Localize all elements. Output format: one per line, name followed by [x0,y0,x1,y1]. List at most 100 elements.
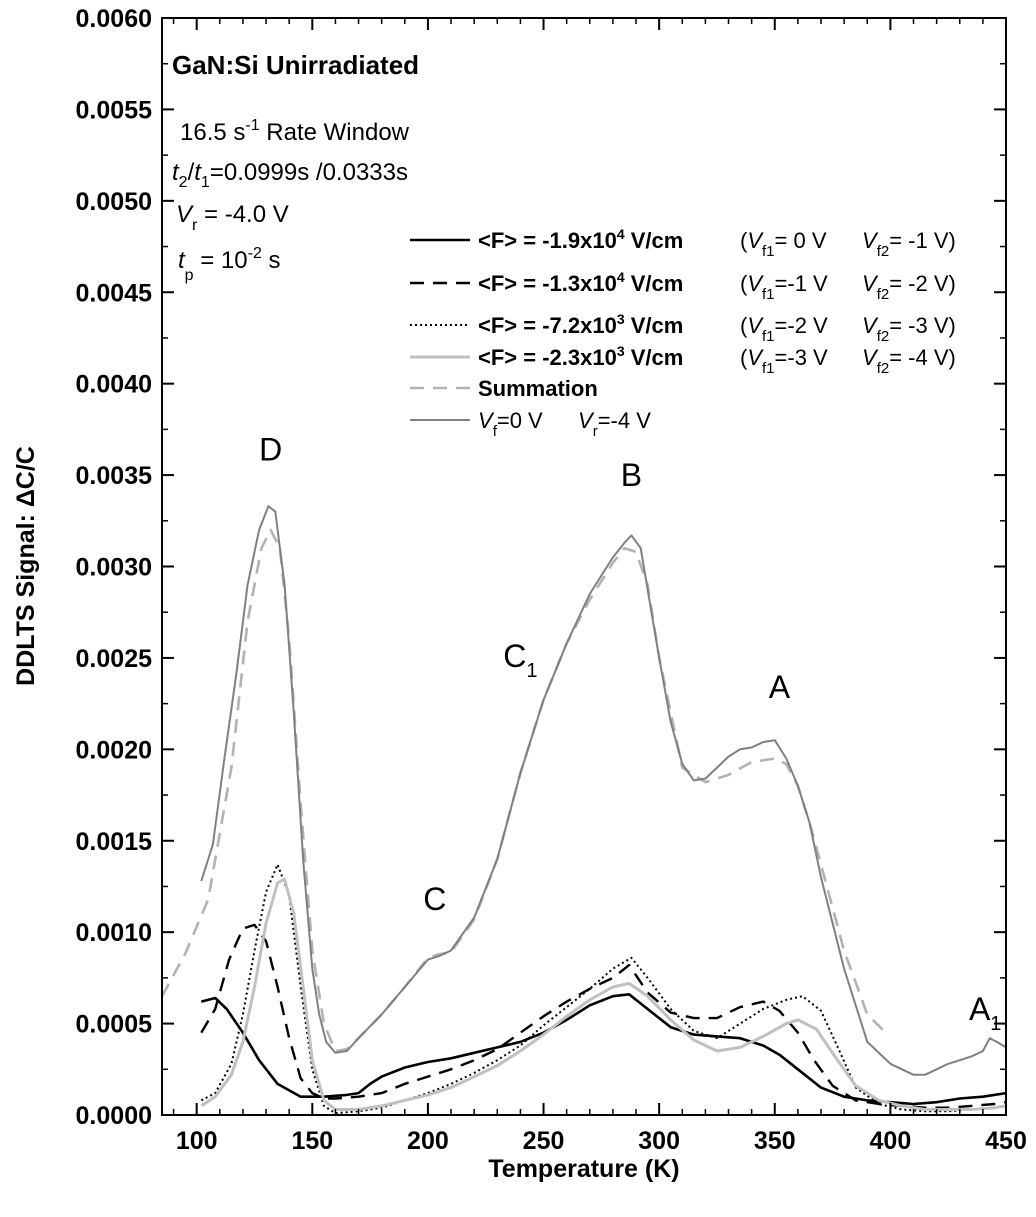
plot-background [162,18,1006,1115]
vf1-subscript: f1 [762,243,775,260]
vf1-value: =-3 V [775,345,829,370]
rate-window-label: 16.5 s-1 Rate Window [180,117,410,146]
rate-window-exponent: -1 [245,117,259,134]
vr-subscript: r [593,423,598,440]
vf2-value: = -2 V) [889,271,956,296]
peak-subscript: 1 [990,1013,1001,1035]
legend-label-4: <F> = -2.3x103 V/cm [478,343,683,370]
vf1-symbol: V [747,271,764,296]
legend-unit: V/cm [625,228,684,253]
vr-symbol: V [578,408,595,433]
peak-label-a1: A1 [969,991,1001,1035]
vf2-symbol: V [862,313,879,338]
legend-label-2: <F> = -1.3x104 V/cm [478,269,683,296]
vf1-value: =-1 V [775,271,829,296]
tp-unit: s [262,247,281,274]
paren: ( [740,271,748,296]
x-tick-label: 450 [985,1127,1027,1155]
y-tick-label: 0.0040 [76,371,152,399]
series-line-4 [200,877,1007,1111]
legend-field-text: <F> = -7.2x10 [478,313,617,338]
vf2-value: = -4 V) [889,345,956,370]
paren: ( [740,345,748,370]
y-tick-label: 0.0000 [76,1102,152,1130]
pulse-time-label: tp = 10-2 s [178,245,281,284]
y-tick-label: 0.0045 [76,279,153,307]
x-tick-label: 350 [754,1127,796,1155]
peak-label-b: B [621,457,642,493]
x-tick-label: 150 [291,1127,333,1155]
y-axis-title: DDLTS Signal: ΔC/C [12,446,40,686]
vf2-subscript: f2 [877,360,890,377]
x-tick-label: 300 [638,1127,680,1155]
x-tick-label: 200 [407,1127,449,1155]
vf2-value: = -1 V) [889,228,956,253]
vf1-value: =-2 V [775,313,829,338]
vr-subscript: r [192,217,198,234]
peak-label-d: D [259,431,282,467]
peak-label-c1: C1 [503,638,537,682]
vr-value: =-4 V [598,408,652,433]
spacer [828,345,834,370]
t1-symbol: t [194,159,202,186]
tp-symbol: t [178,247,186,274]
peak-letter: A [769,669,791,705]
vf2-subscript: f2 [877,286,890,303]
y-tick-label: 0.0010 [76,919,152,947]
legend-field-text: <F> = -1.9x10 [478,228,617,253]
vf1-subscript: f1 [762,360,775,377]
series-line-1 [200,992,1007,1106]
series-line-3 [200,863,1007,1115]
legend-bias-1: (Vf1= 0 V Vf2= -1 V) [740,228,956,260]
legend-unit: V/cm [625,271,684,296]
paren: ( [740,313,748,338]
slash: / [188,159,195,186]
vf1-symbol: V [747,313,764,338]
legend-field-text: <F> = -2.3x10 [478,345,617,370]
vf2-subscript: f2 [877,328,890,345]
vf2-symbol: V [862,271,879,296]
legend-field-text: Summation [478,376,598,401]
series-line-6 [200,505,1007,1076]
paren: ( [740,228,748,253]
vf2-subscript: f2 [877,243,890,260]
legend-label-1: <F> = -1.9x104 V/cm [478,226,683,253]
y-tick-label: 0.0035 [76,462,153,490]
legend-bias-2: (Vf1=-1 V Vf2= -2 V) [740,271,956,303]
t2-subscript: 2 [179,174,188,191]
y-tick-label: 0.0020 [76,736,152,764]
y-tick-label: 0.0005 [76,1011,153,1039]
vf2-value: = -3 V) [889,313,956,338]
peak-subscript: 1 [526,660,537,682]
peak-letter: B [621,457,642,493]
vf2-symbol: V [862,345,879,370]
legend-bias-4: (Vf1=-3 V Vf2= -4 V) [740,345,956,377]
vr-symbol: V [176,201,194,228]
t2-symbol: t [172,159,180,186]
peak-letter: C [503,638,526,674]
rate-window-text: Rate Window [260,119,410,146]
y-tick-label: 0.0015 [76,828,153,856]
t1-subscript: 1 [201,174,210,191]
y-tick-label: 0.0025 [76,645,153,673]
legend-exponent: 3 [617,311,625,327]
y-tick-label: 0.0055 [76,96,153,124]
vf-symbol: V [478,408,495,433]
peak-label-a: A [769,669,791,705]
vr-value: = -4.0 V [197,201,288,228]
vf2-symbol: V [862,228,879,253]
legend-exponent: 4 [617,226,625,242]
vf1-subscript: f1 [762,328,775,345]
vf1-symbol: V [747,345,764,370]
spacer [827,228,833,253]
x-tick-label: 100 [176,1127,218,1155]
peak-letter: D [259,431,282,467]
tp-subscript: p [185,267,194,284]
peak-label-c: C [423,881,446,917]
peak-letter: C [423,881,446,917]
vf1-subscript: f1 [762,286,775,303]
y-tick-label: 0.0050 [76,188,152,216]
vf-value: =0 V [497,408,543,433]
